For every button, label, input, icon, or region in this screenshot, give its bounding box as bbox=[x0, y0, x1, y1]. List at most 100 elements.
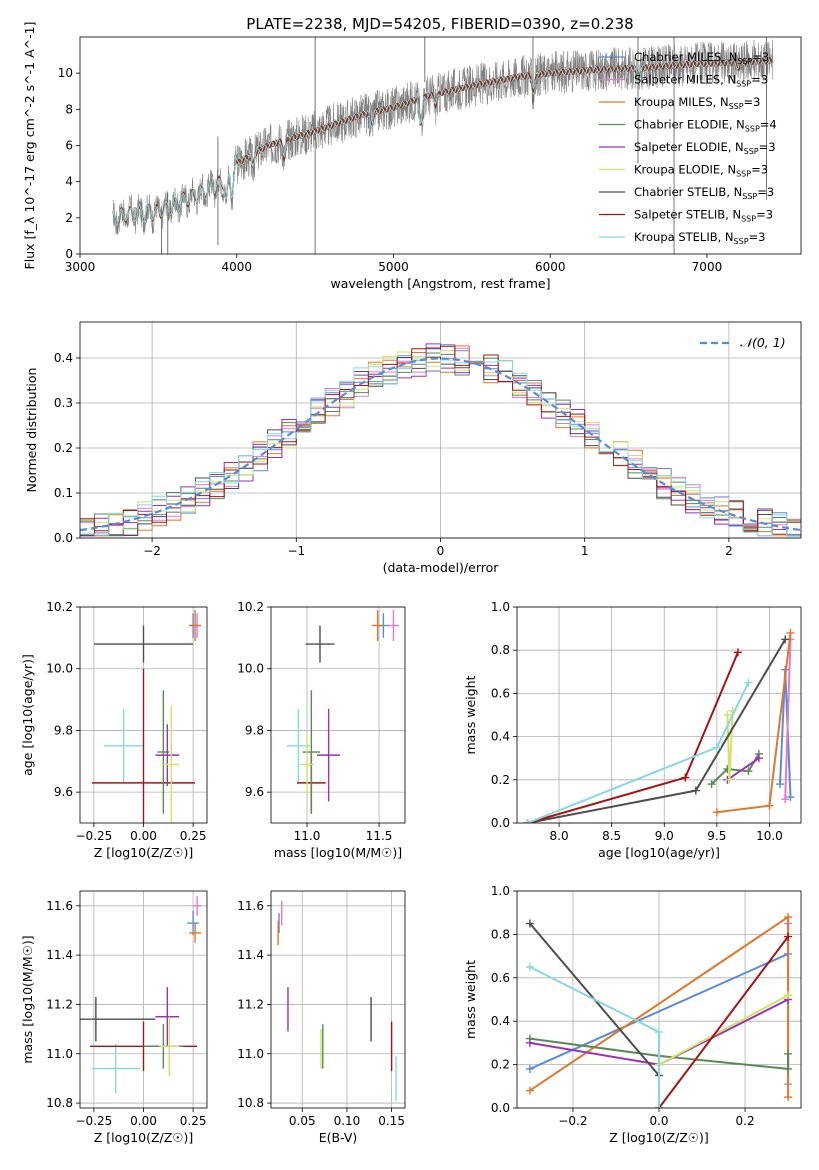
legend-entry-prefix: , N bbox=[718, 230, 734, 244]
legend-entry-sub: SSP bbox=[729, 102, 744, 111]
weight_vs_Z-xtick-label: −0.2 bbox=[558, 1114, 587, 1128]
weight_vs_Z-marker bbox=[525, 919, 534, 928]
weight_vs_Z-line-salpeter-stelib bbox=[658, 935, 789, 1108]
weight_vs_Z-marks bbox=[525, 913, 793, 1108]
weight_vs_age-ytick-label: 0.4 bbox=[491, 730, 510, 744]
weight_vs_age-line-salpeter-miles bbox=[784, 639, 792, 800]
mass_vs_Z-plot: −0.25 0.00 0.25 10.8 11.0 11.2 11.4 11.6 Z [log1… bbox=[20, 890, 208, 1145]
mass_vs_Z-xlabel: Z [log10(Z/Z☉)] bbox=[94, 1130, 194, 1145]
legend-entry-name: Chabrier STELIB bbox=[634, 185, 726, 199]
weight_vs_Z-marker bbox=[525, 1038, 534, 1047]
legend-entry-sub: SSP bbox=[745, 125, 760, 134]
residuals-xtick-label: 2 bbox=[725, 544, 733, 558]
residuals-xtick-label: 1 bbox=[581, 544, 589, 558]
spectrum-ytick-label: 2 bbox=[65, 211, 73, 225]
weight_vs_age-marker bbox=[707, 780, 716, 789]
weight_vs_age-xtick-label: 10.0 bbox=[756, 829, 783, 843]
weight_vs_Z-frame bbox=[516, 890, 802, 1109]
weight_vs_age-ytick-label: 0.8 bbox=[491, 643, 510, 657]
age_vs_Z-xtick-label: 0.00 bbox=[130, 829, 157, 843]
mass_vs_Z-ytick-label: 11.0 bbox=[46, 1047, 73, 1061]
spectrum-ytick-label: 8 bbox=[65, 102, 73, 116]
age_vs_Z-ylabel: age [log10(age/yr)] bbox=[20, 654, 35, 776]
mass_vs_ebv-plot: 0.05 0.10 0.15 10.8 11.0 11.2 11.4 11.6 E(B-V) bbox=[237, 890, 406, 1145]
legend-entry-nssp: =3 bbox=[744, 95, 761, 109]
mass_vs_Z-marks bbox=[80, 895, 202, 1094]
weight_vs_age-xtick-label: 8.5 bbox=[602, 829, 621, 843]
weight_vs_Z-ytick-label: 1.0 bbox=[491, 884, 510, 898]
spectrum-ytick-label: 0 bbox=[65, 247, 73, 261]
weight_vs_Z-ytick-label: 0.6 bbox=[491, 971, 510, 985]
mass_vs_Z-xtick-label: 0.00 bbox=[130, 1114, 157, 1128]
age_vs_mass-ytick-label: 10.0 bbox=[237, 662, 264, 676]
mass_vs_ebv-ytick-label: 11.4 bbox=[237, 948, 264, 962]
mass_vs_ebv-ytick-label: 11.2 bbox=[237, 997, 264, 1011]
residuals-plot: −2 −1 0 1 2 0.0 0.1 0.2 0.3 0.4 (data-model)/error… bbox=[24, 321, 802, 575]
legend-entry-prefix: , N bbox=[720, 163, 736, 177]
weight_vs_Z-marker bbox=[784, 1093, 793, 1102]
spectrum-xtick-label: 4000 bbox=[221, 260, 252, 274]
weight_vs_age-marker bbox=[712, 808, 721, 817]
mass_vs_Z-ytick-label: 11.6 bbox=[46, 899, 73, 913]
mass_vs_ebv-xtick-label: 0.10 bbox=[334, 1114, 361, 1128]
weight_vs_age-marker bbox=[754, 754, 763, 763]
weight_vs_age-marker bbox=[744, 678, 753, 687]
mass_vs_ebv-xtick-label: 0.15 bbox=[378, 1114, 405, 1128]
mass_vs_Z-frame bbox=[79, 890, 208, 1109]
legend-entry-prefix: , N bbox=[725, 208, 741, 222]
age_vs_Z-ytick-label: 10.0 bbox=[46, 662, 73, 676]
weight_vs_age-marker bbox=[786, 628, 795, 637]
age_vs_mass-point bbox=[317, 708, 341, 802]
legend-entry: Salpeter ELODIE, NSSP=3 bbox=[634, 140, 776, 156]
age_vs_Z-ytick-label: 9.8 bbox=[54, 723, 73, 737]
legend-entry-sub: SSP bbox=[742, 192, 757, 201]
age_vs_Z-point bbox=[93, 625, 194, 663]
weight_vs_Z-xlabel: Z [log10(Z/Z☉)] bbox=[609, 1130, 709, 1145]
weight_vs_age-frame bbox=[516, 606, 802, 824]
legend-entry-name: Salpeter MILES bbox=[634, 73, 720, 87]
mass_vs_Z-point bbox=[187, 910, 200, 936]
weight_vs_Z-plot: −0.2 0.0 0.2 0.0 0.2 0.4 0.6 0.8 1.0 Z [log10(Z/Z… bbox=[463, 884, 802, 1145]
mass_vs_ebv-frame bbox=[270, 890, 406, 1109]
residuals-ytick-label: 0.4 bbox=[54, 351, 73, 365]
mass_vs_Z-ytick-label: 11.4 bbox=[46, 948, 73, 962]
weight_vs_Z-marker bbox=[784, 932, 793, 941]
age_vs_Z-plot: −0.25 0.00 0.25 9.6 9.8 10.0 10.2 Z [log10(Z/Z☉… bbox=[20, 600, 208, 860]
spectrum-ytick-label: 6 bbox=[65, 139, 73, 153]
mass_vs_ebv-marks bbox=[277, 900, 397, 1101]
age_vs_mass-frame bbox=[270, 606, 406, 824]
age_vs_mass-ytick-label: 10.2 bbox=[237, 600, 264, 614]
spectrum-ytick-label: 10 bbox=[58, 66, 73, 80]
weight_vs_age-marker bbox=[781, 795, 790, 804]
mass_vs_Z-point bbox=[155, 987, 180, 1047]
weight_vs_age-marker bbox=[781, 635, 790, 644]
weight_vs_age-marker bbox=[775, 780, 784, 789]
weight_vs_Z-marker bbox=[784, 991, 793, 1000]
legend-entry: Chabrier ELODIE, NSSP=4 bbox=[634, 118, 777, 134]
normal-curve bbox=[80, 357, 801, 532]
weight_vs_age-line-chabrier-stelib bbox=[527, 638, 787, 823]
spectrum-data-line bbox=[112, 39, 774, 236]
age_vs_mass-point bbox=[302, 690, 320, 814]
age_vs_mass-point bbox=[305, 625, 335, 663]
weight_vs_Z-marker bbox=[655, 1104, 663, 1108]
legend-entry-prefix: , N bbox=[720, 73, 736, 87]
weight_vs_age-marker bbox=[744, 767, 753, 776]
legend-entry: Kroupa ELODIE, NSSP=3 bbox=[634, 163, 768, 179]
weight_vs_age-marker bbox=[733, 648, 742, 657]
legend-entry-sub: SSP bbox=[737, 57, 752, 66]
weight_vs_Z-xtick-label: 0.2 bbox=[736, 1114, 755, 1128]
legend-entry: Salpeter STELIB, NSSP=3 bbox=[634, 208, 773, 224]
legend-entry-nssp: =3 bbox=[751, 163, 768, 177]
weight_vs_age-marker bbox=[765, 801, 774, 810]
spectrum-model-kroupa-stelib bbox=[112, 57, 773, 227]
age_vs_Z-point bbox=[163, 705, 180, 823]
weight_vs_Z-ylabel: mass weight bbox=[463, 960, 478, 1039]
spectrum-xtick-label: 6000 bbox=[535, 260, 566, 274]
legend-entry-sub: SSP bbox=[741, 215, 756, 224]
mass_vs_Z-xtick-label: −0.25 bbox=[76, 1114, 113, 1128]
legend-entry-name: Kroupa MILES bbox=[634, 95, 713, 109]
age_vs_Z-point bbox=[189, 610, 202, 641]
legend-entry-prefix: , N bbox=[729, 118, 745, 132]
